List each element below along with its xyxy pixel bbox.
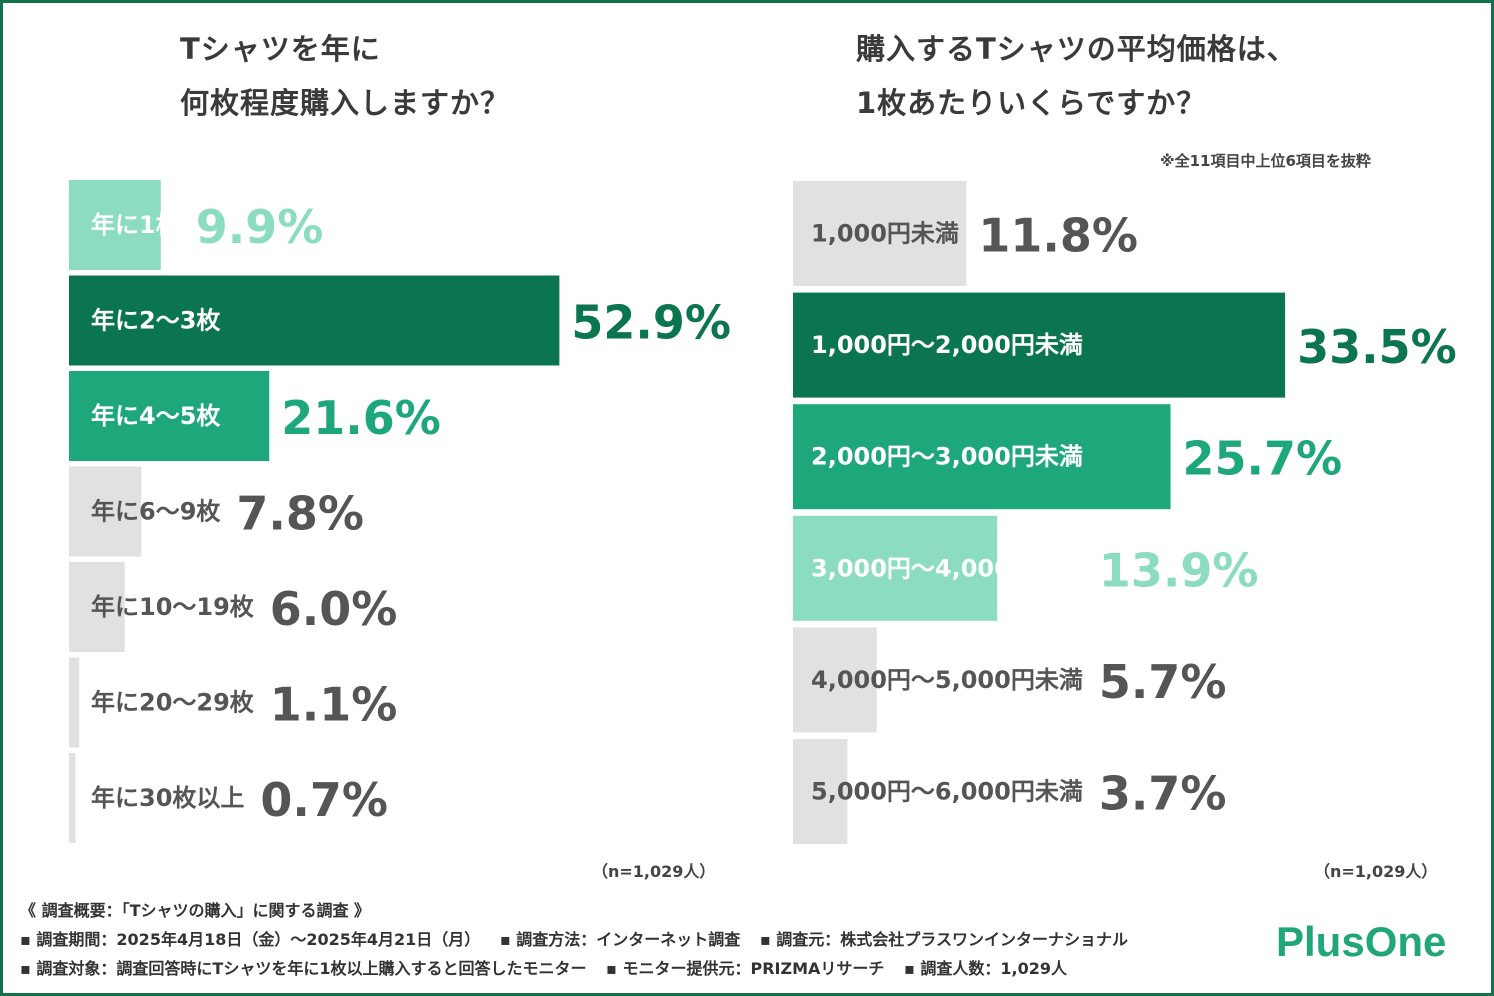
survey-target: ▪ 調査対象：調査回答時にTシャツを年に1枚以上購入すると回答したモニター — [20, 959, 587, 978]
left-value-label: 6.0% — [270, 582, 398, 636]
right-bar — [793, 292, 1286, 398]
plusone-logo: PlusOne — [1276, 918, 1447, 965]
survey-summary: 《 調査概要：「Tシャツの購入」に関する調査 》 ▪ 調査期間：2025年4月1… — [20, 896, 1142, 983]
right-category-label: 5,000円〜6,000円未満 — [811, 778, 1083, 806]
right-bar — [793, 739, 848, 844]
left-bar — [69, 371, 270, 461]
right-bar — [793, 627, 877, 733]
left-bar — [69, 657, 80, 748]
right-chart-title: 購入するTシャツの平均価格は、 1枚あたりいくらですか？ — [856, 22, 1297, 130]
left-value-label: 1.1% — [270, 678, 398, 732]
left-value-label: 0.7% — [260, 773, 388, 827]
left-value-label: 7.8% — [236, 487, 364, 541]
left-category-label: 年に2〜3枚 — [91, 307, 220, 335]
left-category-label: 年に20〜29枚 — [91, 689, 254, 717]
right-category-label: 4,000円〜5,000円未満 — [811, 666, 1083, 694]
right-value-label: 13.9% — [1099, 543, 1259, 597]
survey-period: ▪ 調査期間：2025年4月18日（金）〜2025年4月21日（月） — [20, 930, 481, 949]
left-category-label: 年に1枚 — [91, 211, 180, 239]
left-category-label: 年に4〜5枚 — [91, 402, 220, 430]
right-sample-size: （n=1,029人） — [1314, 862, 1438, 881]
right-category-label: 3,000円〜4,000円未満 — [811, 554, 1083, 582]
survey-count: ▪ 調査人数：1,029人 — [903, 959, 1067, 978]
left-bar — [69, 753, 76, 843]
right-value-label: 11.8% — [978, 209, 1138, 263]
left-value-label: 21.6% — [281, 391, 441, 445]
survey-source: ▪ 調査元：株式会社プラスワンインターナショナル — [759, 930, 1128, 949]
left-category-label: 年に30枚以上 — [91, 784, 244, 812]
right-value-label: 5.7% — [1099, 655, 1227, 709]
left-bar — [69, 466, 142, 557]
right-title-line-2: 1枚あたりいくらですか？ — [856, 86, 1207, 120]
left-bar — [69, 180, 161, 270]
right-bar — [793, 181, 967, 286]
right-bar — [793, 515, 998, 621]
left-category-label: 年に6〜9枚 — [91, 498, 220, 526]
left-chart-title: Tシャツを年に 何枚程度購入しますか？ — [180, 22, 510, 130]
survey-provider: ▪ モニター提供元：PRIZMAリサーチ — [606, 959, 885, 978]
left-title-line-2: 何枚程度購入しますか？ — [180, 86, 511, 120]
right-bar — [793, 404, 1171, 510]
left-value-label: 52.9% — [571, 296, 731, 350]
right-value-label: 3.7% — [1099, 767, 1227, 821]
survey-line-2: ▪ 調査対象：調査回答時にTシャツを年に1枚以上購入すると回答したモニター ▪ … — [20, 954, 1142, 983]
left-sample-size: （n=1,029人） — [592, 862, 716, 881]
right-category-label: 2,000円〜3,000円未満 — [811, 443, 1083, 471]
right-chart-note: ※全11項目中上位6項目を抜粋 — [1160, 152, 1371, 170]
left-bar — [69, 562, 125, 652]
right-category-label: 1,000円未満 — [811, 220, 959, 248]
survey-method: ▪ 調査方法：インターネット調査 — [499, 930, 741, 949]
right-title-line-1: 購入するTシャツの平均価格は、 — [856, 32, 1297, 66]
right-category-label: 1,000円〜2,000円未満 — [811, 331, 1083, 359]
left-bar — [69, 275, 560, 366]
left-title-line-1: Tシャツを年に — [180, 32, 381, 66]
survey-heading: 《 調査概要：「Tシャツの購入」に関する調査 》 — [20, 901, 371, 920]
left-value-label: 9.9% — [196, 200, 324, 254]
survey-line-1: ▪ 調査期間：2025年4月18日（金）〜2025年4月21日（月） ▪ 調査方… — [20, 925, 1142, 954]
left-category-label: 年に10〜19枚 — [91, 593, 254, 621]
right-value-label: 33.5% — [1297, 320, 1457, 374]
right-value-label: 25.7% — [1183, 432, 1343, 486]
